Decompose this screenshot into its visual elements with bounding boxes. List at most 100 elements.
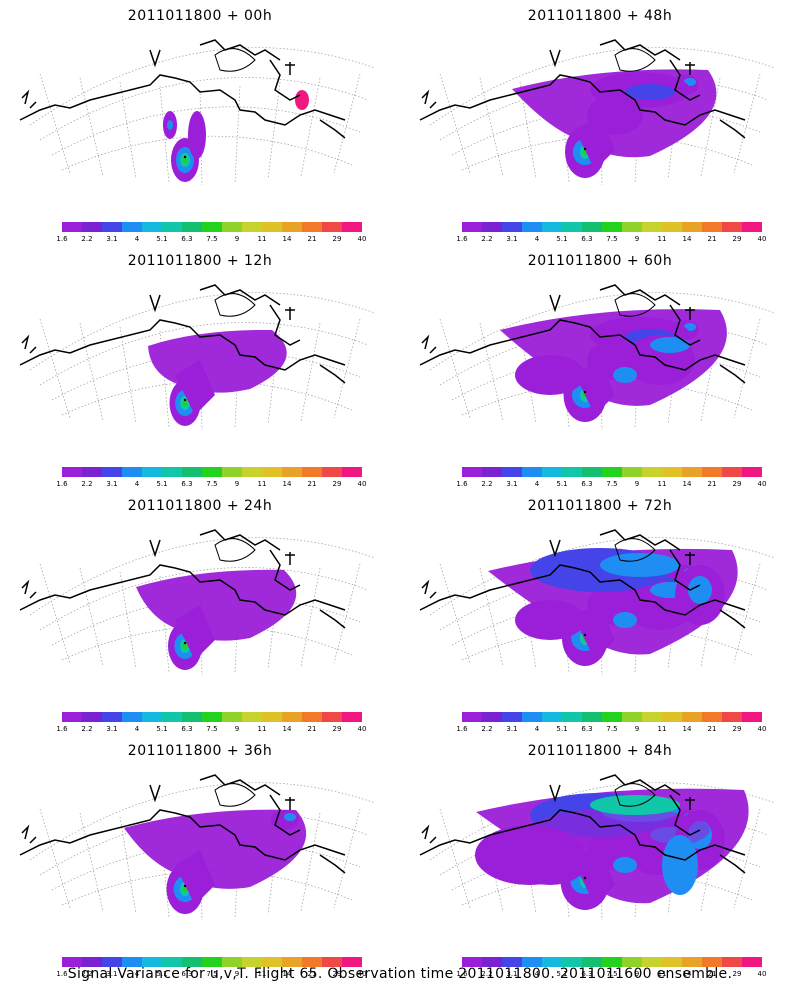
colorbar-tick-label: 7.5 — [206, 725, 218, 733]
colorbar-swatch — [722, 222, 742, 232]
colorbar-tick-label: 40 — [357, 235, 367, 243]
colorbar-swatch — [322, 712, 342, 722]
graticule — [29, 47, 376, 186]
colorbar-swatch — [582, 957, 602, 967]
colorbar-tick-label: 14 — [282, 480, 292, 488]
colorbar-tick-label: 21 — [307, 480, 317, 488]
colorbar-swatch — [662, 467, 682, 477]
coastline — [19, 284, 346, 384]
coastline — [419, 284, 746, 384]
colorbar-tick-label: 14 — [682, 235, 692, 243]
colorbar-tick-label: 6.3 — [181, 725, 193, 733]
colorbar-tick-label: 7.5 — [206, 480, 218, 488]
colorbar-tick-label: 5.1 — [156, 725, 168, 733]
colorbar-tick-label: 40 — [757, 480, 767, 488]
colorbar-swatch — [122, 222, 142, 232]
colorbar-tick-label: 2.2 — [481, 480, 493, 488]
colorbar-tick-label: 9 — [234, 970, 240, 978]
colorbar-swatch — [82, 957, 102, 967]
colorbar-swatch — [342, 957, 362, 967]
colorbar-swatch — [602, 222, 622, 232]
colorbar-swatch — [542, 957, 562, 967]
colorbar-swatch — [622, 222, 642, 232]
colorbar-tick-label: 1.6 — [456, 970, 468, 978]
variance-field — [512, 69, 717, 178]
colorbar-labels: 1.6 2.2 3.1 4 5.1 6.3 7.5 9 11 14 21 29 40 — [456, 725, 766, 735]
colorbar-swatch — [482, 712, 502, 722]
colorbar-swatch — [202, 957, 222, 967]
colorbar-swatch — [182, 222, 202, 232]
panel-title: 2011011800 + 24h — [127, 498, 273, 514]
variance-field — [148, 329, 287, 426]
forecast-panel: 2011011800 + 60h 1.6 2.2 3.1 4 5.1 6.3 7.5 9 11 14… — [400, 245, 800, 490]
forecast-panel: 2011011800 + 84h 1.6 2.2 3.1 4 5.1 6.3 7.5 9 11 14… — [400, 735, 800, 980]
coastline — [19, 774, 346, 874]
colorbar-tick-label: 21 — [707, 970, 717, 978]
colorbar-tick-label: 7.5 — [606, 725, 618, 733]
colorbar-labels: 1.6 2.2 3.1 4 5.1 6.3 7.5 9 11 14 21 29 40 — [56, 235, 366, 245]
colorbar-tick-label: 21 — [307, 235, 317, 243]
panel-title: 2011011800 + 72h — [527, 498, 673, 514]
colorbar-tick-label: 3.1 — [106, 235, 118, 243]
colorbar-swatch — [742, 222, 762, 232]
coastline — [19, 39, 346, 139]
colorbar-swatch — [222, 467, 242, 477]
colorbar-tick-label: 11 — [257, 235, 267, 243]
coastline — [419, 39, 746, 139]
colorbar-tick-label: 5.1 — [156, 480, 168, 488]
colorbar-tick-label: 11 — [257, 970, 267, 978]
colorbar-tick-label: 9 — [634, 480, 640, 488]
colorbar-tick-label: 4 — [134, 480, 140, 488]
colorbar-swatch — [182, 467, 202, 477]
forecast-panel: 2011011800 + 24h 1.6 2.2 3.1 4 5.1 6.3 7.5 9 11 14… — [0, 490, 400, 735]
station-marker — [583, 147, 587, 151]
colorbar-swatch — [82, 712, 102, 722]
colorbar-swatch — [162, 712, 182, 722]
colorbar-tick-label: 5.1 — [556, 725, 568, 733]
colorbar-swatch — [622, 712, 642, 722]
colorbar-tick-label: 3.1 — [106, 480, 118, 488]
colorbar-swatch — [322, 222, 342, 232]
colorbar — [462, 222, 762, 232]
colorbar-tick-label: 4 — [134, 970, 140, 978]
colorbar-tick-label: 7.5 — [606, 235, 618, 243]
colorbar-swatch — [702, 222, 722, 232]
colorbar-swatch — [262, 467, 282, 477]
colorbar-tick-label: 9 — [234, 480, 240, 488]
colorbar-swatch — [102, 957, 122, 967]
colorbar-swatch — [302, 957, 322, 967]
colorbar-swatch — [202, 222, 222, 232]
colorbar-swatch — [122, 957, 142, 967]
colorbar-swatch — [522, 467, 542, 477]
colorbar-swatch — [62, 712, 82, 722]
colorbar-swatch — [242, 957, 262, 967]
colorbar-tick-label: 1.6 — [456, 725, 468, 733]
colorbar-tick-label: 9 — [234, 725, 240, 733]
colorbar-swatch — [502, 467, 522, 477]
colorbar-tick-label: 6.3 — [581, 235, 593, 243]
colorbar-swatch — [302, 467, 322, 477]
coastline — [19, 529, 346, 629]
colorbar-swatch — [242, 222, 262, 232]
colorbar-swatch — [142, 222, 162, 232]
panel-title: 2011011800 + 48h — [527, 8, 673, 24]
colorbar-swatch — [62, 222, 82, 232]
variance-field — [488, 548, 738, 666]
colorbar-swatch — [682, 957, 702, 967]
colorbar-swatch — [142, 712, 162, 722]
variance-map — [19, 529, 380, 685]
panel-title: 2011011800 + 36h — [127, 743, 273, 759]
colorbar-tick-label: 7.5 — [606, 970, 618, 978]
colorbar-tick-label: 6.3 — [181, 480, 193, 488]
colorbar-tick-label: 40 — [757, 725, 767, 733]
colorbar-tick-label: 1.6 — [56, 235, 68, 243]
colorbar-swatch — [562, 467, 582, 477]
colorbar-swatch — [522, 222, 542, 232]
colorbar-tick-label: 29 — [332, 970, 342, 978]
colorbar-tick-label: 5.1 — [556, 480, 568, 488]
colorbar-swatch — [82, 467, 102, 477]
colorbar-swatch — [582, 467, 602, 477]
forecast-panel: 2011011800 + 36h 1.6 2.2 3.1 4 5.1 6.3 7.5 9 11 14… — [0, 735, 400, 980]
colorbar-tick-label: 5.1 — [156, 235, 168, 243]
colorbar — [62, 222, 362, 232]
